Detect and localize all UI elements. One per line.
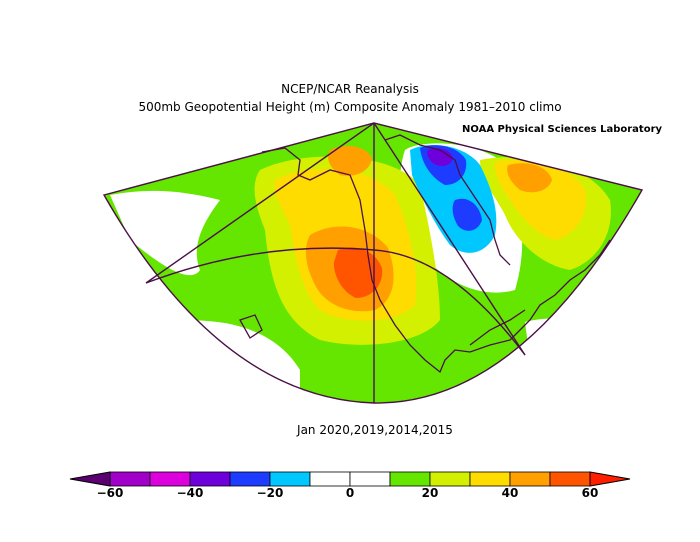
field-zero-west — [110, 190, 220, 276]
colorbar-swatch — [469, 471, 511, 487]
colorbar-swatch — [549, 471, 591, 487]
field-negative-30 — [427, 148, 453, 166]
field-zero-atlantic — [525, 318, 640, 360]
field-positive-30-north — [328, 146, 372, 176]
coastline-hudson — [384, 134, 511, 266]
colorbar-tick-label: 40 — [502, 486, 519, 500]
anomaly-field — [104, 123, 642, 404]
colorbar-swatch — [349, 471, 391, 487]
meridian-east — [373, 122, 526, 356]
field-negative-20-south — [452, 198, 482, 231]
credit-label: NOAA Physical Sciences Laboratory — [462, 124, 663, 135]
colorbar-tick-label: −60 — [97, 486, 124, 500]
colorbar-swatch — [429, 471, 471, 487]
colorbar-swatch — [149, 471, 191, 487]
colorbar: −60 −40 −20 0 20 40 60 — [69, 471, 631, 500]
field-positive-30-east — [507, 163, 552, 193]
title-line-1: NCEP/NCAR Reanalysis — [281, 82, 419, 96]
colorbar-tick-label: 60 — [582, 486, 599, 500]
meridian-west — [145, 122, 375, 284]
colorbar-low-arrow — [69, 471, 111, 487]
colorbar-swatch — [229, 471, 271, 487]
colorbar-tick-label: 0 — [346, 486, 354, 500]
field-positive-40-core — [333, 247, 383, 298]
colorbar-swatch — [109, 471, 151, 487]
colorbar-swatch — [389, 471, 431, 487]
colorbar-swatch — [509, 471, 551, 487]
coastline-na-west — [261, 147, 611, 374]
colorbar-swatch — [309, 471, 351, 487]
coastline-hawaii — [239, 314, 263, 339]
colorbar-tick-label: −20 — [257, 486, 284, 500]
parallel — [145, 247, 526, 356]
colorbar-tick-label: −40 — [177, 486, 204, 500]
colorbar-high-arrow — [589, 471, 631, 487]
title-line-2: 500mb Geopotential Height (m) Composite … — [138, 100, 562, 114]
sector-outline — [102, 122, 644, 404]
colorbar-tick-label: 20 — [422, 486, 439, 500]
period-label: Jan 2020,2019,2014,2015 — [297, 423, 453, 437]
colorbar-swatch — [269, 471, 311, 487]
colorbar-swatch — [189, 471, 231, 487]
map-frame — [102, 122, 644, 404]
